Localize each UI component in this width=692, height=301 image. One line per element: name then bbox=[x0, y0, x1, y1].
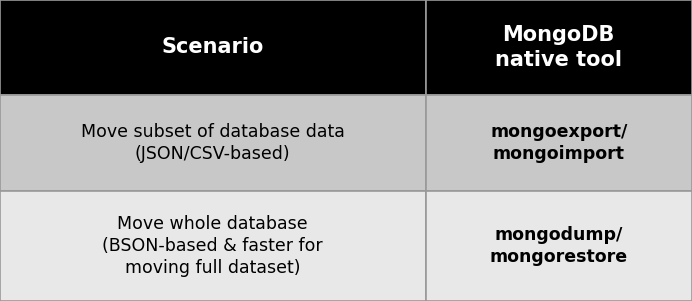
Bar bbox=[0, 0, 426, 95]
Text: Move whole database
(BSON-based & faster for
moving full dataset): Move whole database (BSON-based & faster… bbox=[102, 215, 323, 277]
Bar bbox=[0, 191, 426, 301]
Bar bbox=[0, 95, 426, 191]
Text: Move subset of database data
(JSON/CSV-based): Move subset of database data (JSON/CSV-b… bbox=[81, 123, 345, 163]
Text: Scenario: Scenario bbox=[162, 37, 264, 57]
Bar bbox=[426, 95, 692, 191]
Bar bbox=[426, 0, 692, 95]
Bar bbox=[426, 191, 692, 301]
Text: mongoexport/
mongoimport: mongoexport/ mongoimport bbox=[490, 123, 628, 163]
Text: mongodump/
mongorestore: mongodump/ mongorestore bbox=[490, 226, 628, 266]
Text: MongoDB
native tool: MongoDB native tool bbox=[495, 25, 622, 70]
